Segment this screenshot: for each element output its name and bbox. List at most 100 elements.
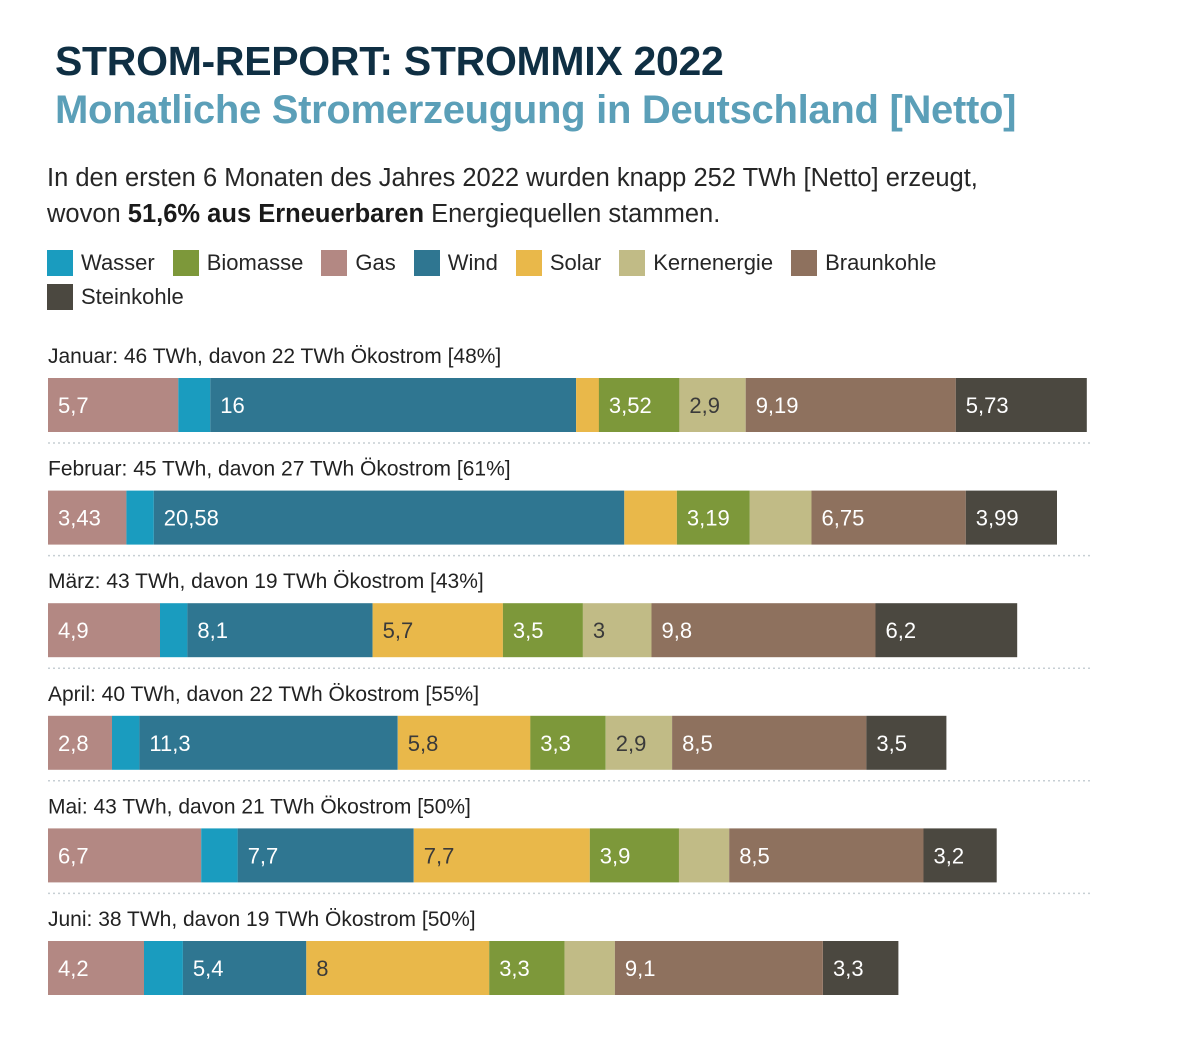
row-label: Januar: 46 TWh, davon 22 TWh Ökostrom [4…	[48, 345, 501, 368]
bar-segment-wind	[139, 715, 398, 770]
legend-label: Solar	[549, 250, 602, 275]
legend-item-wind: Wind	[413, 250, 498, 276]
bar-segment-biomasse	[589, 828, 679, 883]
data-label: 8,5	[739, 843, 770, 868]
intro-line-2-pre: wovon	[47, 200, 128, 228]
intro-line-1: In den ersten 6 Monaten des Jahres 2022 …	[47, 164, 978, 192]
row-label: April: 40 TWh, davon 22 TWh Ökostrom [55…	[48, 683, 479, 706]
legend-swatch	[515, 250, 542, 276]
bar-segment-solar	[413, 828, 590, 883]
bar-segment-biomasse	[676, 490, 750, 545]
legend-swatch	[172, 250, 199, 276]
legend-swatch	[47, 284, 73, 310]
bar-segment-solar	[624, 490, 677, 545]
data-label: 2,8	[58, 731, 89, 756]
data-label: 7,7	[248, 843, 279, 868]
data-label: 6,7	[58, 843, 89, 868]
data-label: 8	[316, 956, 328, 981]
bar-segment-steinkohle	[823, 941, 899, 995]
legend-label: Gas	[355, 250, 396, 275]
data-label: 11,3	[149, 731, 190, 756]
data-label: 3	[593, 618, 605, 643]
data-label: 3,2	[934, 843, 965, 868]
data-label: 3,3	[540, 731, 571, 756]
bar-segment-gas	[48, 941, 144, 995]
bar-segment-braunkohle	[811, 490, 966, 545]
data-label: 3,5	[513, 618, 544, 643]
bar-segment-wind	[182, 941, 307, 995]
bar-segment-steinkohle	[965, 490, 1057, 545]
data-label: 3,52	[609, 393, 652, 418]
legend-label: Kernenergie	[653, 250, 774, 275]
bar-segment-solar	[576, 378, 599, 432]
bar-segment-braunkohle	[672, 715, 867, 770]
bar-segment-wasser	[201, 828, 238, 883]
bar-segment-wasser	[178, 378, 211, 432]
chart-row: Mai: 43 TWh, davon 21 TWh Ökostrom [50%]…	[48, 795, 1090, 895]
data-label: 3,99	[976, 506, 1019, 531]
data-label: 4,2	[58, 956, 89, 981]
data-label: 6,2	[886, 618, 917, 643]
bar-segment-solar	[306, 941, 490, 995]
bar-segment-wind	[187, 603, 373, 658]
data-label: 5,7	[383, 618, 414, 643]
data-label: 3,43	[58, 506, 101, 531]
bar-segment-braunkohle	[729, 828, 924, 883]
chart-row: Februar: 45 TWh, davon 27 TWh Ökostrom […	[48, 458, 1090, 557]
data-label: 5,4	[193, 956, 224, 981]
bar-segment-braunkohle	[651, 603, 876, 658]
data-label: 2,9	[689, 393, 720, 418]
bar-segment-biomasse	[598, 378, 680, 432]
bar-segment-kernenergie	[678, 828, 730, 883]
row-label: Juni: 38 TWh, davon 19 TWh Ökostrom [50%…	[48, 908, 476, 931]
bar-segment-wasser	[126, 490, 154, 545]
bar-segment-steinkohle	[923, 828, 997, 883]
legend-item-solar: Solar	[515, 250, 602, 276]
intro-text: In den ersten 6 Monaten des Jahres 2022 …	[47, 160, 1157, 232]
bar-segment-gas	[48, 603, 160, 658]
bar-segment-steinkohle	[875, 603, 1018, 658]
bar-segment-biomasse	[530, 715, 606, 770]
bar-segment-steinkohle	[866, 715, 947, 770]
bar-segment-gas	[48, 378, 179, 432]
data-label: 5,8	[408, 731, 439, 756]
bar-segment-kernenergie	[564, 941, 615, 995]
bar-segment-wind	[237, 828, 414, 883]
legend-swatch	[47, 250, 73, 276]
data-label: 5,73	[966, 393, 1009, 418]
legend-item-biomasse: Biomasse	[172, 250, 303, 276]
data-label: 20,58	[164, 506, 219, 531]
data-label: 9,8	[662, 618, 693, 643]
data-label: 2,9	[616, 731, 647, 756]
bar-segment-biomasse	[502, 603, 583, 658]
data-label: 9,1	[625, 956, 656, 981]
data-label: 8,1	[197, 618, 228, 643]
legend-item-wasser: Wasser	[47, 250, 155, 276]
bar-segment-gas	[48, 490, 127, 545]
bar-segment-braunkohle	[745, 378, 956, 432]
intro-line-2-post: Energiequellen stammen.	[424, 200, 721, 228]
legend-swatch	[413, 250, 440, 276]
bar-segment-kernenergie	[679, 378, 746, 432]
legend-swatch	[619, 250, 646, 276]
bar-segment-wasser	[144, 941, 183, 995]
bar-segment-wind	[153, 490, 625, 545]
bar-segment-gas	[48, 828, 202, 883]
legend-label: Wasser	[81, 250, 155, 275]
bar-segment-solar	[372, 603, 503, 658]
legend-item-steinkohle: Steinkohle	[47, 284, 184, 310]
bar-segment-braunkohle	[614, 941, 823, 995]
legend-item-braunkohle: Braunkohle	[791, 250, 936, 276]
bar-segment-wasser	[112, 715, 140, 770]
row-label: Mai: 43 TWh, davon 21 TWh Ökostrom [50%]	[48, 795, 471, 818]
row-label: Februar: 45 TWh, davon 27 TWh Ökostrom […	[48, 458, 511, 481]
bar-segment-kernenergie	[749, 490, 812, 545]
bar-segment-gas	[48, 715, 112, 770]
data-label: 6,75	[822, 506, 865, 531]
row-label: März: 43 TWh, davon 19 TWh Ökostrom [43%…	[48, 570, 484, 593]
bar-segment-steinkohle	[955, 378, 1087, 432]
data-label: 3,9	[600, 843, 631, 868]
intro-highlight: 51,6% aus Erneuerbaren	[127, 200, 425, 228]
data-label: 7,7	[424, 843, 455, 868]
